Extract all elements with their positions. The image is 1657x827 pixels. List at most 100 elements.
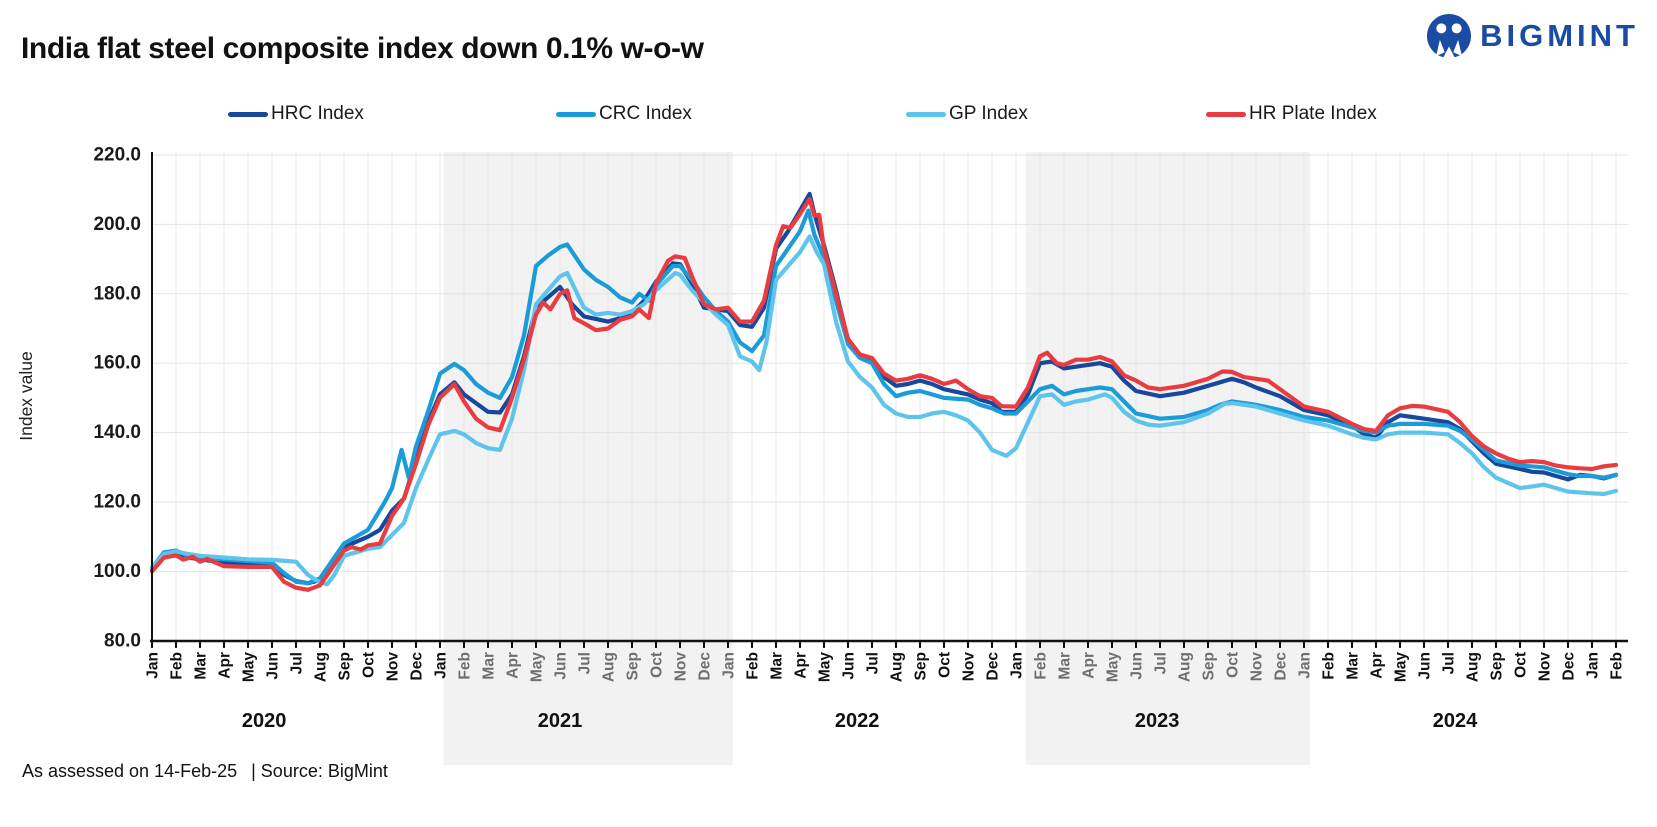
- year-band: [1025, 152, 1310, 765]
- x-month-label: Apr: [217, 652, 234, 679]
- x-month-label: Jan: [1585, 652, 1602, 679]
- x-month-label: Sep: [625, 652, 642, 680]
- x-month-label: Feb: [1321, 652, 1338, 680]
- x-month-label: Aug: [601, 652, 618, 682]
- x-month-label: Nov: [961, 652, 978, 682]
- x-month-label: Mar: [1345, 652, 1362, 680]
- x-month-label: Jul: [289, 652, 306, 674]
- x-month-label: Oct: [649, 652, 666, 678]
- x-month-label: Nov: [673, 652, 690, 682]
- x-month-label: Jun: [1417, 652, 1434, 680]
- x-month-label: Oct: [361, 652, 378, 678]
- x-month-label: Apr: [505, 652, 522, 679]
- x-month-label: Nov: [1249, 652, 1266, 682]
- x-month-label: Jul: [1153, 652, 1170, 674]
- x-month-label: Jan: [1009, 652, 1026, 679]
- x-month-label: Jan: [721, 652, 738, 679]
- y-tick-label: 80.0: [104, 630, 141, 651]
- x-month-label: Jul: [865, 652, 882, 674]
- x-month-label: Dec: [1273, 652, 1290, 681]
- legend-item-label: HR Plate Index: [1249, 103, 1377, 124]
- x-month-label: Jan: [145, 652, 162, 679]
- x-month-label: Feb: [1033, 652, 1050, 680]
- x-month-label: Nov: [1537, 652, 1554, 682]
- x-month-label: Oct: [1513, 652, 1530, 678]
- x-month-label: May: [529, 652, 546, 683]
- y-tick-label: 100.0: [93, 561, 141, 582]
- x-month-label: May: [241, 652, 258, 683]
- x-month-label: May: [1105, 652, 1122, 683]
- x-month-label: Feb: [1609, 652, 1626, 680]
- x-year-label: 2021: [538, 710, 583, 732]
- legend-swatch: [556, 111, 596, 117]
- x-month-label: Sep: [913, 652, 930, 680]
- x-month-label: Apr: [1081, 652, 1098, 679]
- x-month-label: Aug: [1465, 652, 1482, 682]
- y-tick-label: 140.0: [93, 422, 141, 443]
- x-month-label: Feb: [457, 652, 474, 680]
- x-month-label: Sep: [1201, 652, 1218, 680]
- x-month-label: Mar: [1057, 652, 1074, 680]
- legend-item-label: CRC Index: [599, 103, 692, 124]
- y-tick-label: 160.0: [93, 353, 141, 374]
- year-band: [443, 152, 733, 765]
- y-tick-label: 200.0: [93, 214, 141, 235]
- bigmint-logo-text: BIGMINT: [1480, 18, 1639, 53]
- source-text: | Source: BigMint: [251, 761, 388, 781]
- x-month-label: Jan: [433, 652, 450, 679]
- series-line-crc-index: [149, 208, 1619, 586]
- legend-swatch: [1206, 111, 1246, 117]
- x-month-label: Feb: [745, 652, 762, 680]
- y-tick-label: 180.0: [93, 283, 141, 304]
- x-month-label: Jan: [1297, 652, 1314, 679]
- legend-swatch: [228, 111, 268, 117]
- x-month-label: Jun: [553, 652, 570, 680]
- x-month-label: Dec: [409, 652, 426, 681]
- x-month-label: Mar: [769, 652, 786, 680]
- x-month-label: Jul: [1441, 652, 1458, 674]
- x-month-label: Mar: [481, 652, 498, 680]
- x-month-label: May: [817, 652, 834, 683]
- series-line-hr-plate-index: [149, 197, 1619, 592]
- x-month-label: Aug: [889, 652, 906, 682]
- x-month-label: Dec: [697, 652, 714, 681]
- legend-item-label: HRC Index: [271, 103, 364, 124]
- x-year-label: 2020: [242, 710, 287, 732]
- x-month-label: Oct: [937, 652, 954, 678]
- x-month-label: Apr: [1369, 652, 1386, 679]
- series-line-gp-index: [149, 234, 1619, 587]
- y-axis-label: Index value: [16, 351, 36, 441]
- y-tick-label: 120.0: [93, 492, 141, 513]
- x-month-label: Jun: [265, 652, 282, 680]
- y-tick-label: 220.0: [93, 145, 141, 166]
- x-month-label: Aug: [1177, 652, 1194, 682]
- x-month-label: Jun: [841, 652, 858, 680]
- x-month-label: Sep: [337, 652, 354, 680]
- x-month-label: Feb: [169, 652, 186, 680]
- legend-item-label: GP Index: [949, 103, 1028, 124]
- x-month-label: Jun: [1129, 652, 1146, 680]
- bigmint-logo: BIGMINT: [1426, 13, 1639, 59]
- legend-item-hr-plate-index: HR Plate Index: [1206, 103, 1377, 125]
- x-year-label: 2023: [1135, 710, 1180, 732]
- legend-swatch: [906, 111, 946, 117]
- x-month-label: Dec: [1561, 652, 1578, 681]
- bigmint-logo-icon: [1427, 13, 1472, 59]
- x-month-label: Mar: [193, 652, 210, 680]
- chart-legend: HRC Index CRC Index GP Index HR Plate Index: [0, 103, 1657, 129]
- x-month-label: Dec: [985, 652, 1002, 681]
- x-month-label: Oct: [1225, 652, 1242, 678]
- x-month-label: Sep: [1489, 652, 1506, 680]
- x-year-label: 2022: [835, 710, 880, 732]
- legend-item-hrc-index: HRC Index: [228, 103, 364, 125]
- x-month-label: May: [1393, 652, 1410, 683]
- x-month-label: Nov: [385, 652, 402, 682]
- x-month-label: Jul: [577, 652, 594, 674]
- x-month-label: Apr: [793, 652, 810, 679]
- page-title: India flat steel composite index down 0.…: [21, 32, 704, 65]
- footer: As assessed on 14-Feb-25 | Source: BigMin…: [22, 761, 402, 782]
- legend-item-crc-index: CRC Index: [556, 103, 692, 125]
- assessed-text: As assessed on 14-Feb-25: [22, 761, 238, 781]
- x-year-label: 2024: [1433, 710, 1478, 732]
